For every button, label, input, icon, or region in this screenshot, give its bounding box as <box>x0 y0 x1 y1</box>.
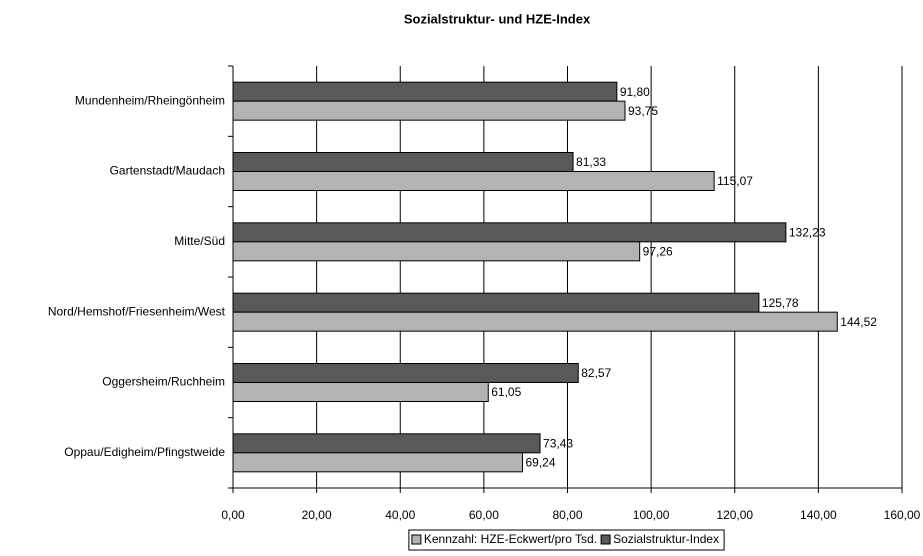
legend: Kennzahl: HZE-Eckwert/pro Tsd. Sozialstru… <box>408 529 725 551</box>
x-tick-label: 140,00 <box>800 508 837 522</box>
x-tick-label: 0,00 <box>221 508 245 522</box>
legend-box <box>408 529 725 551</box>
bar <box>232 433 541 454</box>
value-label: 81,33 <box>576 155 606 169</box>
x-tick-label: 100,00 <box>633 508 670 522</box>
bar <box>232 452 524 473</box>
bar <box>232 152 574 172</box>
value-label: 73,43 <box>543 437 573 451</box>
value-label: 144,52 <box>840 315 877 329</box>
bar <box>232 171 715 191</box>
bar <box>232 241 641 262</box>
x-tick-label: 20,00 <box>302 508 332 522</box>
x-tick-label: 120,00 <box>716 508 753 522</box>
y-tick-label: Mitte/Süd <box>174 234 225 248</box>
y-tick-label: Nord/Hemshof/Friesenheim/West <box>48 304 226 318</box>
y-tick-label: Oppau/Edigheim/Pfingstweide <box>64 445 225 459</box>
legend-swatch <box>411 534 422 545</box>
y-tick-label: Oggersheim/Ruchheim <box>102 375 225 389</box>
legend-swatch <box>600 534 611 545</box>
x-tick-label: 80,00 <box>552 508 582 522</box>
x-tick-label: 60,00 <box>469 508 499 522</box>
bar <box>232 311 838 332</box>
value-label: 69,24 <box>526 456 556 470</box>
value-label: 132,23 <box>789 226 826 240</box>
chart-title: Sozialstruktur- und HZE-Index <box>404 11 591 26</box>
x-tick-label: 160,00 <box>884 508 921 522</box>
bar <box>232 100 626 121</box>
bar <box>232 382 489 402</box>
value-label: 61,05 <box>491 385 521 399</box>
x-tick-label: 40,00 <box>385 508 415 522</box>
value-label: 97,26 <box>643 245 673 259</box>
y-tick-label: Gartenstadt/Maudach <box>110 164 225 178</box>
bar <box>232 363 579 383</box>
y-tick-label: Mundenheim/Rheingönheim <box>75 93 225 107</box>
value-label: 93,75 <box>628 104 658 118</box>
value-label: 125,78 <box>762 296 799 310</box>
bar <box>232 292 760 313</box>
value-label: 91,80 <box>620 85 650 99</box>
value-label: 82,57 <box>581 366 611 380</box>
legend-label: Kennzahl: HZE-Eckwert/pro Tsd. <box>424 532 597 546</box>
bar <box>232 222 787 243</box>
legend-label: Sozialstruktur-Index <box>613 532 719 546</box>
bar <box>232 81 618 102</box>
value-label: 115,07 <box>717 174 753 188</box>
